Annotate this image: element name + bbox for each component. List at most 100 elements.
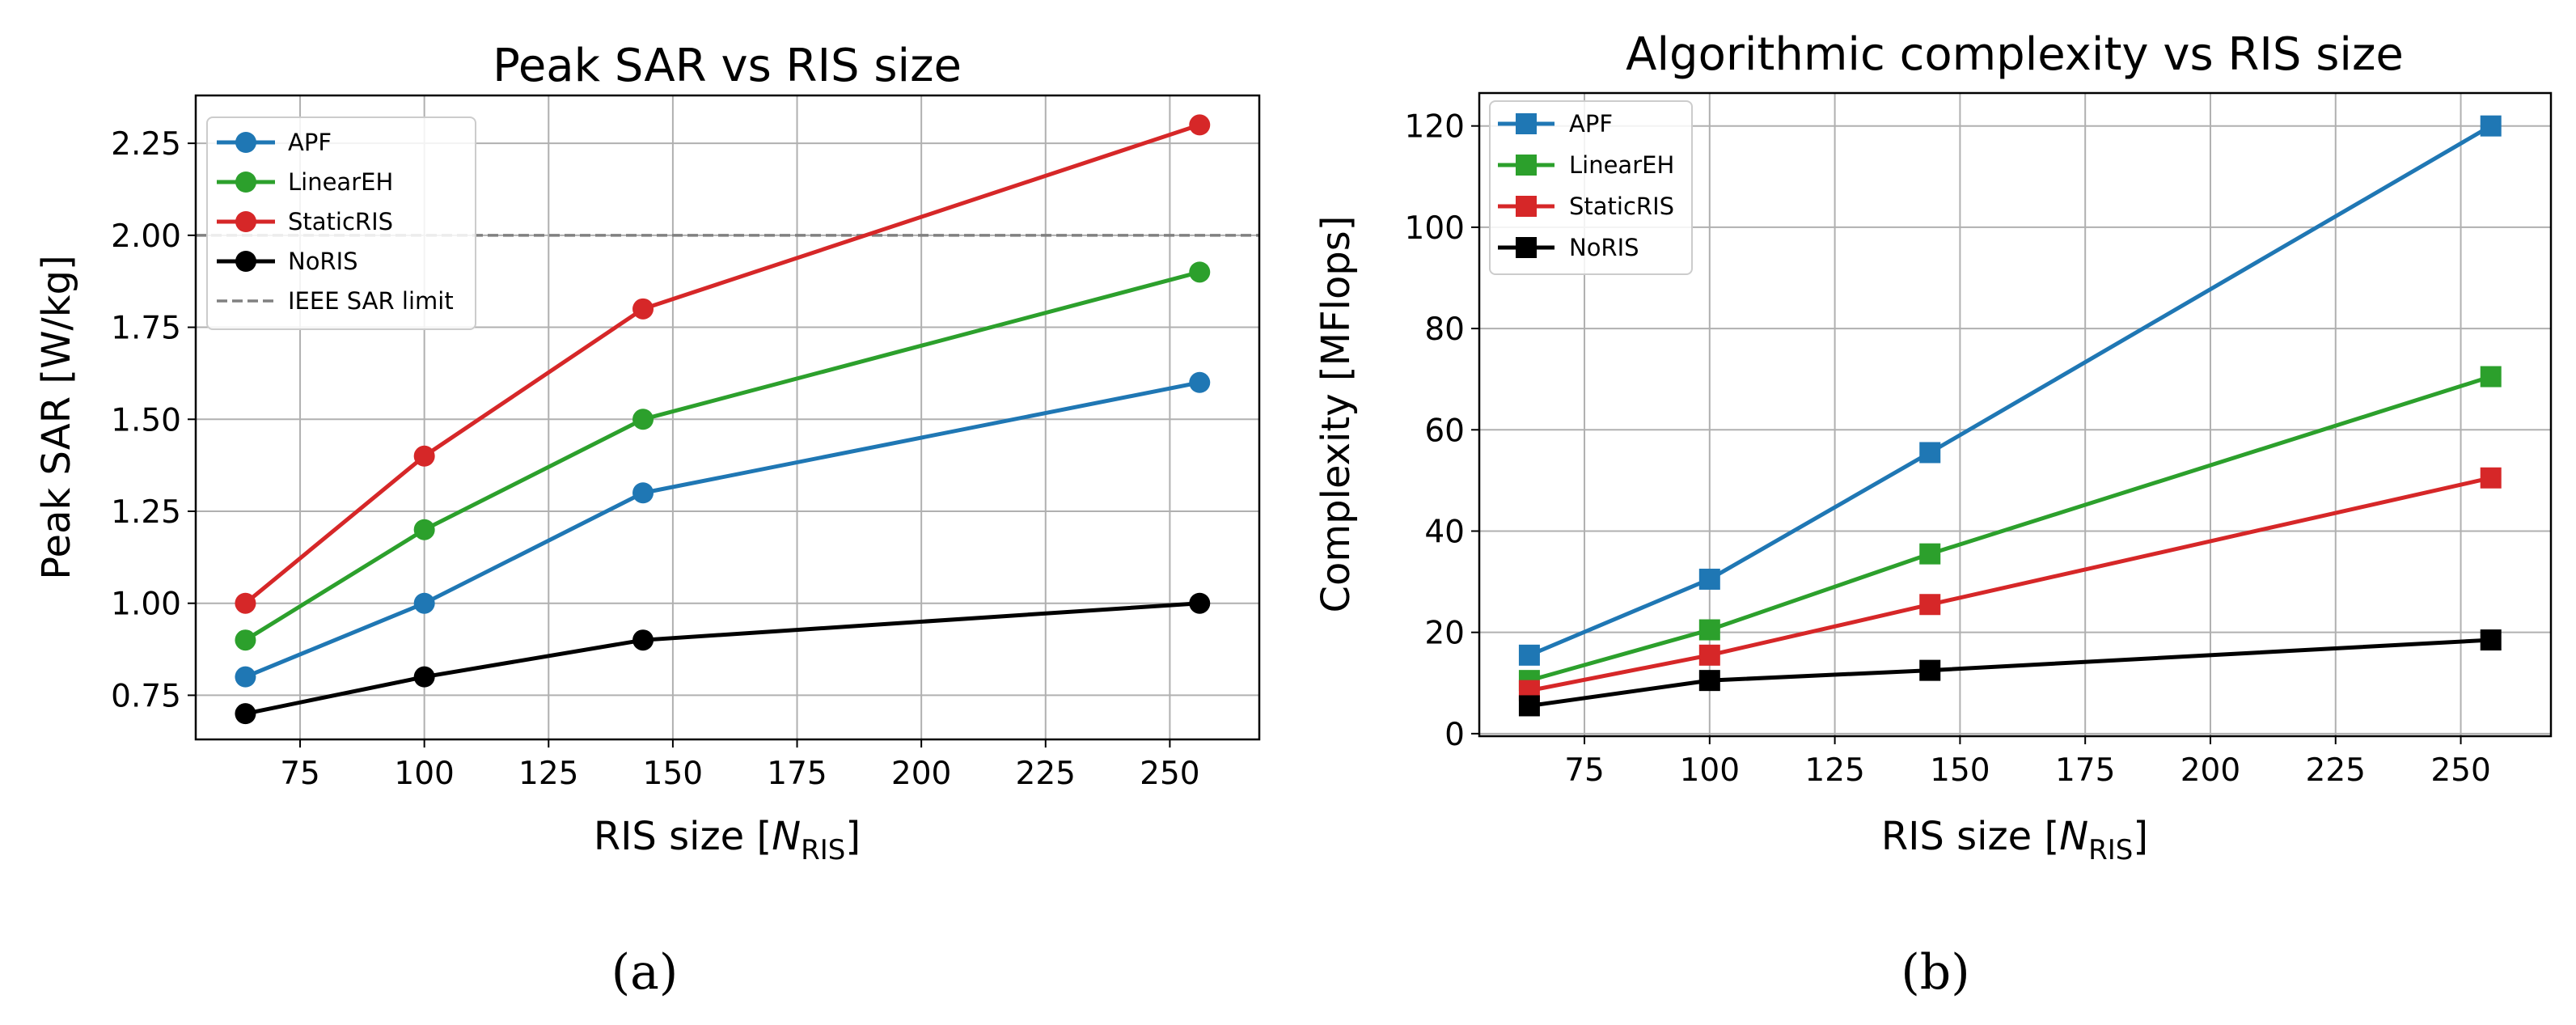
chart-a-title: Peak SAR vs RIS size: [493, 40, 962, 92]
data-point-staticris: [235, 592, 256, 614]
y-tick-label: 100: [1405, 210, 1465, 247]
legend-entry-noris: NoRIS: [217, 248, 358, 275]
legend-entry-ieee-sar-limit: IEEE SAR limit: [217, 287, 454, 315]
legend-marker-noris: [1516, 237, 1537, 258]
series-line-apf: [244, 380, 1200, 679]
data-point-staticris: [632, 298, 654, 320]
series-line-noris: [1529, 637, 2491, 708]
y-tick-label: 0.75: [111, 678, 181, 714]
y-tick-label: 1.75: [111, 311, 181, 347]
chart-peak-sar: Peak SAR vs RIS size 75 100 125 150 175 200 22…: [34, 40, 1261, 866]
legend-label-apf: APF: [288, 129, 332, 156]
legend-entry-lineareh: LinearEH: [217, 168, 393, 196]
x-tick-label: 125: [1804, 752, 1864, 789]
x-tick-label: 75: [280, 756, 320, 792]
legend-marker-lineareh: [1516, 155, 1537, 176]
legend-entry-staticris: StaticRIS: [1498, 193, 1674, 220]
data-point-noris: [1698, 670, 1720, 692]
series-apf: [1518, 115, 2502, 666]
data-point-apf: [235, 666, 256, 688]
y-tick-label: 1.50: [111, 402, 181, 438]
chart-a-frame: [194, 94, 1261, 741]
chart-b-legend: APF LinearEH StaticRIS NoRIS: [1489, 100, 1693, 275]
y-tick-label: 60: [1424, 413, 1465, 449]
series-line-staticris: [1529, 476, 2492, 693]
series-apf: [235, 371, 1211, 688]
x-tick-label: 150: [1930, 752, 1990, 789]
data-point-lineareh: [1189, 261, 1211, 283]
data-point-noris: [1189, 592, 1211, 614]
data-point-apf: [1518, 644, 1540, 666]
y-tick-label: 20: [1424, 616, 1465, 652]
data-point-lineareh: [1919, 543, 1941, 565]
x-tick-label: 250: [2430, 752, 2490, 789]
x-tick-label: 100: [1680, 752, 1740, 789]
y-tick-label: 120: [1405, 109, 1465, 146]
chart-complexity: Algorithmic complexity vs RIS size 75 100…: [1313, 28, 2553, 866]
data-point-noris: [1919, 659, 1941, 681]
data-point-apf: [2480, 115, 2502, 137]
x-tick-label: 175: [767, 756, 827, 792]
panel-label-a: (a): [611, 944, 679, 1001]
series-staticris: [1518, 467, 2502, 701]
y-tick-label: 1.00: [111, 587, 181, 623]
series-line-noris: [244, 601, 1200, 716]
data-point-lineareh: [632, 409, 654, 430]
legend-label-apf: APF: [1569, 110, 1613, 138]
panel-label-b: (b): [1901, 944, 1969, 1001]
y-tick-label: 40: [1424, 514, 1465, 550]
legend-marker-apf: [1516, 113, 1537, 134]
x-tick-label: 150: [643, 756, 703, 792]
series-lineareh: [235, 261, 1211, 651]
data-point-apf: [1189, 371, 1211, 393]
legend-label-noris: NoRIS: [1569, 234, 1639, 261]
x-tick-label: 175: [2055, 752, 2115, 789]
series-noris: [1518, 629, 2502, 717]
chart-b-xlabel: RIS size [NRIS]: [1881, 814, 2148, 866]
chart-a-x-ticks: 75 100 125 150 175 200 225 250: [280, 739, 1200, 792]
y-tick-label: 0: [1445, 717, 1465, 753]
legend-marker-noris: [235, 251, 256, 272]
legend-entry-apf: APF: [217, 129, 332, 156]
legend-label-staticris: StaticRIS: [288, 208, 393, 235]
data-point-apf: [1698, 568, 1720, 590]
legend-marker-apf: [235, 132, 256, 153]
data-point-staticris: [1698, 644, 1720, 666]
y-tick-label: 2.25: [111, 126, 181, 163]
data-point-noris: [2480, 629, 2502, 651]
data-point-lineareh: [2480, 366, 2502, 388]
legend-entry-noris: NoRIS: [1498, 234, 1639, 261]
legend-marker-lineareh: [235, 172, 256, 193]
data-point-apf: [1919, 442, 1941, 464]
chart-a-legend: APF LinearEH StaticRIS NoRIS IEEE SAR li…: [206, 116, 476, 330]
chart-a-ylabel: Peak SAR [W/kg]: [34, 255, 79, 579]
x-tick-label: 225: [2306, 752, 2366, 789]
x-tick-label: 125: [518, 756, 578, 792]
x-tick-label: 75: [1564, 752, 1605, 789]
x-tick-label: 200: [2181, 752, 2240, 789]
data-point-lineareh: [235, 629, 256, 651]
legend-entry-apf: APF: [1498, 110, 1613, 138]
chart-b-series: [1518, 115, 2502, 717]
legend-label-lineareh: LinearEH: [1569, 151, 1674, 179]
x-tick-label: 200: [891, 756, 951, 792]
chart-b-ylabel: Complexity [MFlops]: [1313, 215, 1359, 612]
legend-marker-staticris: [235, 211, 256, 232]
chart-a-series: [235, 114, 1211, 725]
legend-entry-staticris: StaticRIS: [217, 208, 393, 235]
data-point-staticris: [1919, 594, 1941, 616]
chart-b-title: Algorithmic complexity vs RIS size: [1626, 28, 2404, 81]
y-tick-label: 2.00: [111, 218, 181, 255]
legend-marker-staticris: [1516, 196, 1537, 217]
chart-a-xlabel: RIS size [NRIS]: [594, 814, 861, 866]
series-line-staticris: [243, 123, 1201, 605]
legend-label-staticris: StaticRIS: [1569, 193, 1674, 220]
series-line-lineareh: [1529, 375, 2492, 683]
data-point-apf: [413, 592, 435, 614]
y-tick-label: 80: [1424, 311, 1465, 348]
x-tick-label: 100: [394, 756, 454, 792]
data-point-staticris: [1189, 114, 1211, 136]
series-line-lineareh: [244, 269, 1200, 642]
legend-entry-lineareh: LinearEH: [1498, 151, 1674, 179]
